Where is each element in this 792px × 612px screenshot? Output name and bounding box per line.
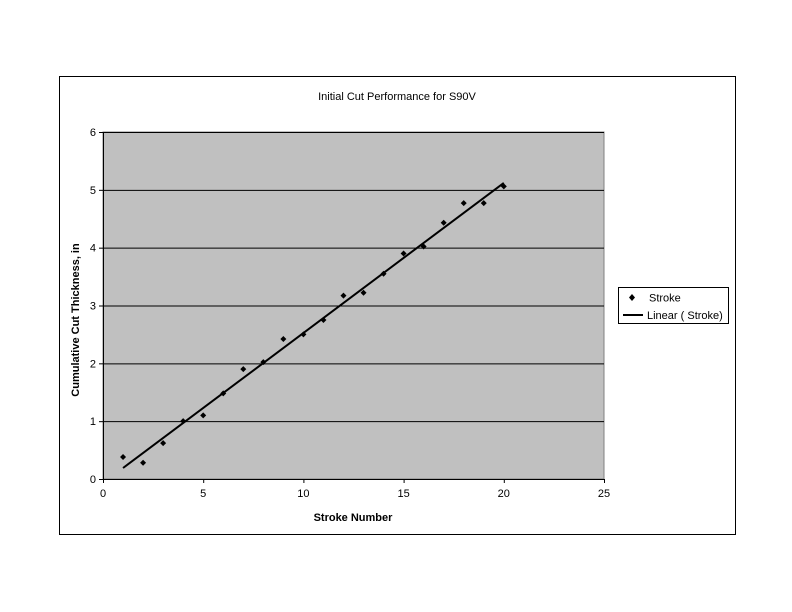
data-point-2 bbox=[140, 459, 147, 466]
trendline-layer bbox=[122, 182, 505, 469]
data-point-15 bbox=[400, 250, 407, 257]
data-point-3 bbox=[160, 440, 167, 447]
x-tick-label-5: 25 bbox=[598, 488, 610, 500]
x-tick-label-4: 20 bbox=[498, 488, 510, 500]
chart-title: Initial Cut Performance for S90V bbox=[318, 91, 476, 103]
legend-label-stroke: Stroke bbox=[649, 293, 681, 305]
data-point-7 bbox=[240, 366, 247, 373]
y-tick-label-6: 6 bbox=[90, 127, 96, 139]
data-point-16 bbox=[420, 243, 427, 250]
data-point-1 bbox=[120, 454, 127, 461]
legend: Stroke Linear ( Stroke) bbox=[618, 287, 729, 324]
y-tick-label-1: 1 bbox=[90, 416, 96, 428]
data-point-17 bbox=[440, 219, 447, 226]
y-tick-label-4: 4 bbox=[90, 243, 96, 255]
x-axis-label: Stroke Number bbox=[314, 512, 394, 524]
data-point-8 bbox=[260, 359, 267, 366]
y-tick-label-2: 2 bbox=[90, 358, 96, 370]
data-point-18 bbox=[460, 200, 467, 207]
y-tick-label-5: 5 bbox=[90, 185, 96, 197]
data-point-14 bbox=[380, 270, 387, 277]
axes bbox=[103, 132, 604, 480]
y-axis-label: Cumulative Cut Thickness, in bbox=[70, 243, 82, 397]
data-points bbox=[120, 183, 507, 466]
data-point-12 bbox=[340, 292, 347, 299]
data-point-6 bbox=[220, 390, 227, 397]
data-point-4 bbox=[180, 418, 187, 425]
legend-marker-stroke bbox=[629, 294, 635, 301]
data-point-19 bbox=[480, 200, 487, 207]
trendline-linear-stroke bbox=[122, 182, 505, 469]
data-point-20 bbox=[500, 183, 507, 190]
y-tick-label-3: 3 bbox=[90, 301, 96, 313]
y-tick-label-0: 0 bbox=[90, 474, 96, 486]
x-tick-label-1: 5 bbox=[200, 488, 206, 500]
data-point-5 bbox=[200, 412, 207, 419]
x-tick-label-2: 10 bbox=[297, 488, 309, 500]
data-point-11 bbox=[320, 316, 327, 323]
data-point-9 bbox=[280, 336, 287, 343]
x-tick-labels: 0 5 10 15 20 25 bbox=[100, 479, 610, 500]
legend-label-linear: Linear ( Stroke) bbox=[647, 310, 723, 322]
legend-box bbox=[618, 287, 729, 324]
data-point-10 bbox=[300, 331, 307, 338]
x-tick-label-0: 0 bbox=[100, 488, 106, 500]
y-tick-labels: 0 1 2 3 4 5 6 bbox=[90, 127, 103, 486]
x-tick-label-3: 15 bbox=[397, 488, 409, 500]
data-point-13 bbox=[360, 289, 367, 296]
